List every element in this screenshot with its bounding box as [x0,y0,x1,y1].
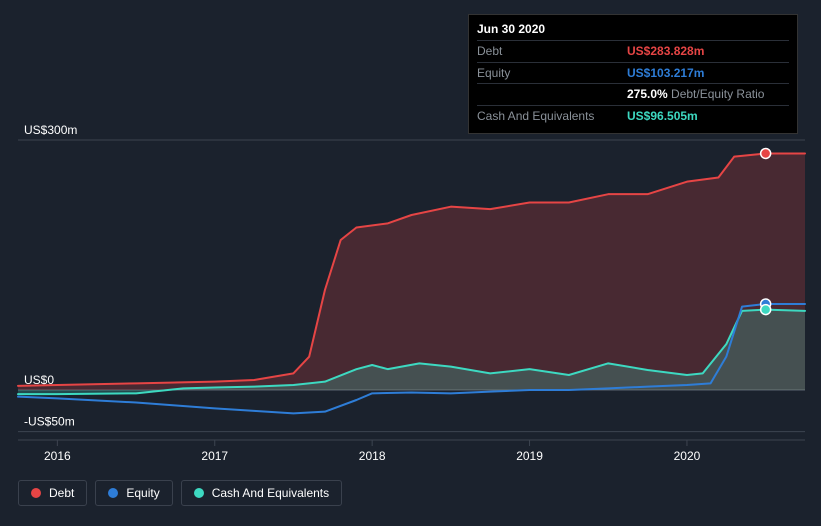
legend-dot-icon [194,488,204,498]
x-axis-label: 2019 [516,449,543,463]
cursor-marker-cash [761,305,771,315]
tooltip-title: Jun 30 2020 [477,21,789,40]
tooltip-key: Cash And Equivalents [477,106,627,127]
tooltip-row: Cash And EquivalentsUS$96.505m [477,106,789,127]
legend-label: Equity [126,486,159,500]
x-axis-label: 2020 [674,449,701,463]
legend-dot-icon [31,488,41,498]
tooltip-value: US$283.828m [627,40,789,62]
legend-item-cash[interactable]: Cash And Equivalents [181,480,342,506]
chart-container: -US$50mUS$0US$300m20162017201820192020 J… [0,0,821,526]
x-axis-label: 2017 [201,449,228,463]
y-axis-label: US$300m [24,123,77,137]
legend-item-equity[interactable]: Equity [95,480,172,506]
legend-label: Cash And Equivalents [212,486,329,500]
legend-item-debt[interactable]: Debt [18,480,87,506]
cursor-marker-debt [761,148,771,158]
tooltip-table: DebtUS$283.828mEquityUS$103.217m275.0% D… [477,40,789,127]
legend-dot-icon [108,488,118,498]
chart-tooltip: Jun 30 2020 DebtUS$283.828mEquityUS$103.… [468,14,798,134]
tooltip-row: 275.0% Debt/Equity Ratio [477,84,789,106]
tooltip-value: US$96.505m [627,106,789,127]
series-area-debt [18,153,805,390]
tooltip-key: Debt [477,40,627,62]
x-axis-label: 2016 [44,449,71,463]
tooltip-value: 275.0% Debt/Equity Ratio [627,84,789,106]
y-axis-label: -US$50m [24,415,75,429]
tooltip-key: Equity [477,62,627,84]
chart-legend: Debt Equity Cash And Equivalents [18,480,342,506]
tooltip-value: US$103.217m [627,62,789,84]
x-axis-label: 2018 [359,449,386,463]
legend-label: Debt [49,486,74,500]
tooltip-row: EquityUS$103.217m [477,62,789,84]
tooltip-key [477,84,627,106]
tooltip-row: DebtUS$283.828m [477,40,789,62]
